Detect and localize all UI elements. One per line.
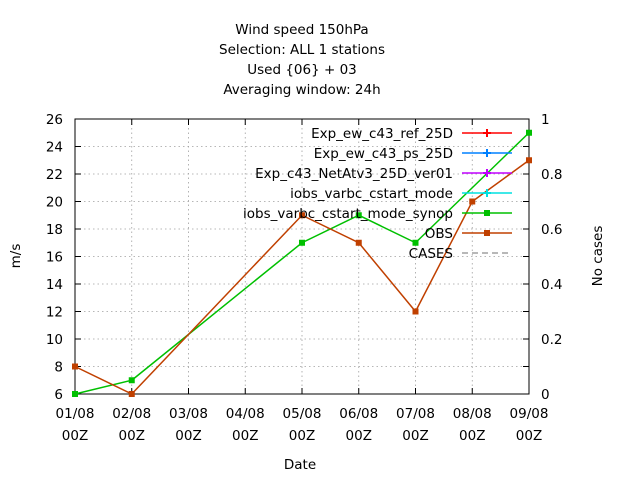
y2-tick-label: 1 [541,112,550,128]
y-tick-label: 16 [46,250,63,266]
legend-label: iobs_varbc_cstart_mode [290,186,453,202]
y2-axis-label: No cases [590,226,606,287]
series-layer [72,129,532,397]
y2-tick-label: 0 [541,387,550,403]
title-line: Wind speed 150hPa [235,22,368,38]
data-point [355,239,362,246]
x-axis: 01/08 00Z 02/08 00Z 03/08 00Z 04/08 00Z 05/08 00Z… [56,119,549,444]
x-tick-label-time: 00Z [459,428,485,444]
legend-label: Exp_ew_c43_ps_25D [314,146,453,162]
y-tick-label: 26 [46,112,63,128]
legend-marker [483,189,491,197]
legend-marker [483,149,491,157]
x-tick-label-date: 08/08 [453,406,492,422]
legend: Exp_ew_c43_ref_25D Exp_ew_c43_ps_25D Exp_c… [243,126,512,262]
title-line: Used {06} + 03 [247,62,357,78]
data-point [412,308,419,315]
data-point [299,212,305,219]
chart-title: Wind speed 150hPa Selection: ALL 1 statio… [219,22,385,98]
x-axis-label: Date [284,457,316,473]
y-tick-label: 22 [46,167,63,183]
x-tick-label-time: 00Z [289,428,315,444]
data-point [526,157,532,164]
data-point [469,198,476,205]
x-tick-label-time: 00Z [175,428,201,444]
legend-marker [483,169,491,177]
legend-label: Exp_c43_NetAtv3_25D_ver01 [255,166,453,182]
y2-tick-label: 0.6 [541,222,562,238]
y-tick-label: 6 [54,387,63,403]
x-tick-label-time: 00Z [232,428,258,444]
title-line: Selection: ALL 1 stations [219,42,385,58]
y2-axis: 0 0.2 0.4 0.6 0.8 1 [541,112,562,403]
x-tick-label-time: 00Z [516,428,542,444]
title-line: Averaging window: 24h [223,82,380,98]
y2-tick-label: 0.2 [541,332,562,348]
y-tick-label: 10 [46,332,63,348]
data-point [412,239,419,246]
x-tick-label-time: 00Z [402,428,428,444]
x-tick-label-date: 05/08 [283,406,322,422]
x-tick-label-date: 04/08 [226,406,265,422]
y-axis-label: m/s [8,244,24,269]
y-tick-label: 14 [46,277,63,293]
y-tick-label: 20 [46,195,63,211]
legend-marker [484,210,490,216]
x-tick-label-date: 06/08 [339,406,378,422]
x-tick-label-date: 07/08 [396,406,435,422]
x-tick-label-time: 00Z [62,428,88,444]
data-point [128,391,135,397]
y-tick-label: 12 [46,305,63,321]
legend-label: OBS [425,226,453,242]
legend-marker [484,230,490,236]
legend-label: Exp_ew_c43_ref_25D [311,126,453,142]
x-tick-label-date: 02/08 [112,406,151,422]
data-point [526,129,532,136]
y-axis: 6 8 10 12 14 16 18 20 22 24 26 [46,112,529,403]
data-point [299,239,305,246]
grid-lines [75,119,529,394]
x-tick-label-date: 03/08 [169,406,208,422]
legend-marker [483,129,491,137]
data-point [72,363,78,370]
data-point [72,391,78,397]
data-point [355,212,362,219]
y2-tick-label: 0.4 [541,277,562,293]
y-tick-label: 18 [46,222,63,238]
x-tick-label-date: 09/08 [510,406,549,422]
x-tick-label-time: 00Z [346,428,372,444]
legend-label: CASES [409,246,453,262]
x-tick-label-time: 00Z [119,428,145,444]
y2-tick-label: 0.8 [541,167,562,183]
data-point [128,377,135,384]
y-tick-label: 8 [54,360,63,376]
y-tick-label: 24 [46,140,63,156]
x-tick-label-date: 01/08 [56,406,95,422]
legend-label: iobs_varbc_cstart_mode_synop [243,206,453,222]
